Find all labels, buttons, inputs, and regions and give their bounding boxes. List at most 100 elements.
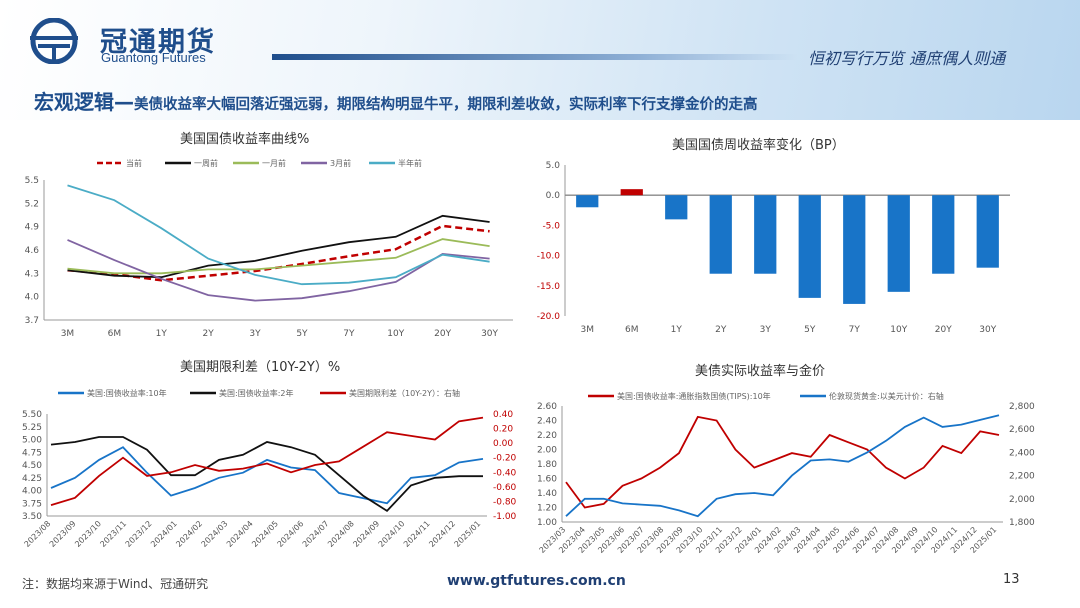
y-tick-label: 5.0 — [546, 161, 561, 171]
x-tick-label: 2024/09 — [351, 519, 381, 549]
y-tick-label: 2.60 — [537, 402, 557, 412]
x-tick-label: 3Y — [249, 329, 261, 339]
logo-text-cn: 冠通期货 — [100, 27, 216, 58]
y2-tick-label: 0.00 — [493, 439, 513, 449]
legend-label: 半年前 — [398, 158, 422, 168]
y-tick-label: 1.80 — [537, 460, 557, 470]
y-tick-label: 5.00 — [22, 436, 42, 446]
legend-label: 3月前 — [330, 158, 351, 168]
series-line-伦敦现货黄金:以美元计价：右轴 — [565, 414, 1000, 518]
logo-text-en: Guantong Futures — [101, 50, 206, 65]
yield-curve-chart: 3.7 4.0 4.3 4.6 4.9 5.2 5.5 3M 6M 1Y 2Y 3Y 5Y 7Y 10Y 20… — [25, 158, 513, 339]
y-tick-label: 1.60 — [537, 475, 557, 485]
chart4-title: 美债实际收益率与金价 — [695, 364, 826, 379]
y-tick-label: 4.9 — [25, 223, 40, 233]
bar-30Y — [976, 195, 999, 268]
y2-tick-label: 2,600 — [1009, 425, 1035, 435]
weekly-change-bar-chart: -20.0 -15.0 -10.0 -5.0 0.0 5.0 3M 6M 1Y 2Y 3Y 5Y 7Y 1… — [537, 161, 1010, 335]
y-tick-label: 5.5 — [25, 176, 39, 186]
y-tick-label: 5.2 — [25, 199, 39, 209]
x-tick-label: 2024/01 — [149, 519, 179, 549]
y-tick-label: 5.25 — [22, 423, 42, 433]
chart2-title: 美国国债周收益率变化（BP） — [672, 138, 845, 153]
legend-label: 伦敦现货黄金:以美元计价：右轴 — [829, 391, 944, 401]
x-tick-label: 2024/05 — [250, 519, 280, 549]
series-line-美国期限利差（10Y-2Y）：右轴 — [50, 416, 484, 506]
x-tick-label: 2024/04 — [225, 519, 255, 549]
x-tick-label: 3Y — [760, 325, 772, 335]
series-line-当前 — [67, 224, 490, 282]
chart3-title: 美国期限利差（10Y-2Y）% — [180, 360, 341, 375]
bar-20Y — [932, 195, 955, 274]
title-main: 宏观逻辑— — [34, 90, 134, 114]
x-tick-label: 2Y — [715, 325, 727, 335]
legend-label: 美国期限利差（10Y-2Y）：右轴 — [349, 388, 460, 398]
bar-10Y — [887, 195, 910, 292]
y-tick-label: 2.20 — [537, 431, 557, 441]
y2-tick-label: -0.20 — [493, 454, 517, 464]
y-tick-label: 3.50 — [22, 512, 42, 522]
x-tick-label: 2023/12 — [124, 519, 154, 549]
x-tick-label: 5Y — [296, 329, 308, 339]
y-tick-label: 0.0 — [546, 191, 561, 201]
bar-7Y — [843, 195, 866, 304]
y-tick-label: 4.0 — [25, 293, 40, 303]
y-tick-label: 2.00 — [537, 446, 557, 456]
y2-tick-label: 0.20 — [493, 425, 513, 435]
x-tick-label: 3M — [581, 325, 595, 335]
legend-label: 美国:国债收益率:2年 — [219, 388, 293, 398]
website-link[interactable]: www.gtfutures.com.cn — [447, 573, 626, 589]
legend-label: 当前 — [126, 158, 142, 168]
x-tick-label: 10Y — [387, 329, 404, 339]
x-tick-label: 2023/10 — [73, 519, 103, 549]
y-tick-label: 3.75 — [22, 499, 42, 509]
bar-6M — [620, 189, 643, 196]
y-tick-label: -20.0 — [537, 312, 561, 322]
y-tick-label: 4.00 — [22, 487, 42, 497]
y-tick-label: -5.0 — [542, 221, 560, 231]
x-tick-label: 30Y — [481, 329, 498, 339]
x-tick-label: 10Y — [890, 325, 907, 335]
y2-tick-label: -1.00 — [493, 512, 517, 522]
x-tick-label: 7Y — [343, 329, 355, 339]
x-tick-label: 2023/08 — [23, 519, 53, 549]
y2-tick-label: 2,200 — [1009, 472, 1035, 482]
bar-5Y — [798, 195, 821, 298]
page-title: 宏观逻辑—美债收益率大幅回落近强远弱，期限结构明显牛平，期限利差收敛，实际利率下… — [34, 86, 758, 115]
bar-3M — [576, 195, 599, 208]
y2-tick-label: 2,000 — [1009, 495, 1035, 505]
x-tick-label: 3M — [61, 329, 75, 339]
x-tick-label: 6M — [108, 329, 122, 339]
y-tick-label: 1.40 — [537, 489, 557, 499]
bar-1Y — [665, 195, 688, 220]
series-line-美国:国债收益率:通胀指数国债(TIPS):10年 — [565, 415, 1000, 509]
legend-label: 美国:国债收益率:10年 — [87, 388, 167, 398]
title-sub: 美债收益率大幅回落近强远弱，期限结构明显牛平，期限利差收敛，实际利率下行支撑金价… — [134, 97, 758, 113]
real-yield-gold-chart: 1.00 1.20 1.40 1.60 1.80 2.00 2.20 2.40 2.60 1,80… — [537, 391, 1035, 555]
chart1-title: 美国国债收益率曲线% — [180, 132, 310, 147]
series-line-美国:国债收益率:10年 — [50, 446, 484, 505]
bar-2Y — [709, 195, 732, 274]
y-tick-label: 3.7 — [25, 316, 39, 326]
x-tick-label: 2023/11 — [98, 519, 128, 549]
series-line-一月前 — [67, 238, 490, 275]
y-tick-label: 4.6 — [25, 246, 40, 256]
bar-3Y — [754, 195, 777, 274]
series-line-美国:国债收益率:2年 — [50, 436, 483, 513]
y2-tick-label: 2,400 — [1009, 448, 1035, 458]
legend-label: 一月前 — [262, 158, 286, 168]
series-line-半年前 — [67, 184, 490, 286]
y2-tick-label: -0.40 — [493, 468, 517, 478]
y-tick-label: 4.50 — [22, 461, 42, 471]
series-line-3月前 — [67, 239, 490, 302]
x-tick-label: 2024/06 — [275, 519, 305, 549]
guantong-logo-icon — [30, 18, 78, 64]
y2-tick-label: -0.60 — [493, 483, 517, 493]
x-tick-label: 2024/08 — [326, 519, 356, 549]
legend-label: 一周前 — [194, 158, 218, 168]
x-tick-label: 7Y — [849, 325, 861, 335]
y2-tick-label: -0.80 — [493, 497, 517, 507]
x-tick-label: 6M — [625, 325, 639, 335]
y-tick-label: 4.3 — [25, 269, 39, 279]
x-tick-label: 2Y — [203, 329, 215, 339]
